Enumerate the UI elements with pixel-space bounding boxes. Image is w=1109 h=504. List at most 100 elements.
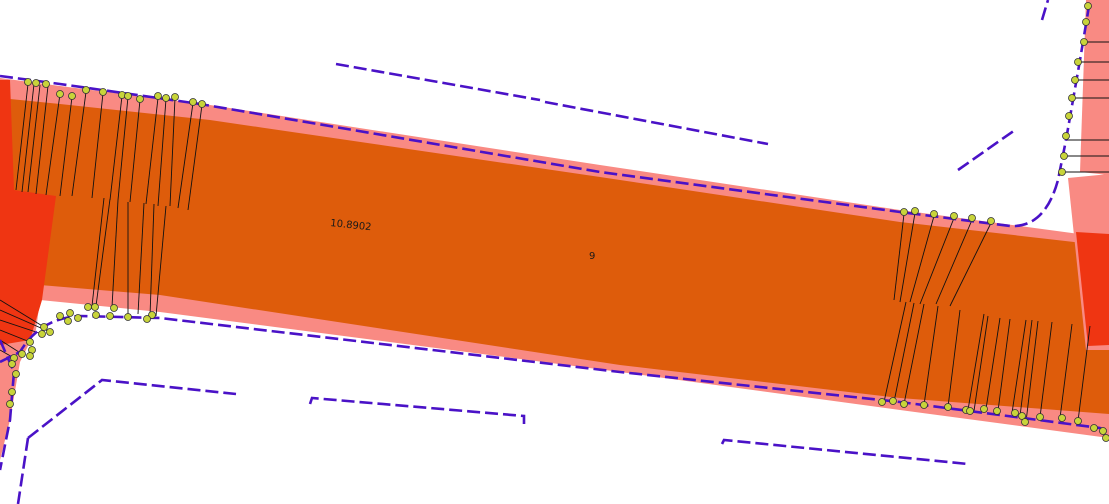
survey-point [1068, 94, 1076, 102]
survey-point [930, 210, 938, 218]
measurement-line [169, 97, 176, 207]
survey-point [91, 303, 99, 311]
kerb-segment-2 [544, 100, 769, 146]
survey-point [987, 217, 995, 225]
survey-point [38, 330, 46, 338]
measurement-line [919, 217, 955, 305]
survey-point [32, 79, 40, 87]
kerb-segment-3 [957, 128, 1016, 172]
survey-point [1074, 58, 1082, 66]
measurement-line [935, 219, 973, 305]
measurement-line [91, 92, 104, 199]
survey-point [92, 311, 100, 319]
survey-point [8, 360, 16, 368]
survey-point [1080, 38, 1088, 46]
survey-point [1074, 417, 1082, 425]
survey-point [26, 352, 34, 360]
measurement-line [177, 102, 194, 209]
measurement-line [0, 299, 45, 328]
measurement-line [0, 329, 31, 343]
measurement-line [59, 96, 73, 197]
survey-point [993, 407, 1001, 415]
survey-point [198, 100, 206, 108]
measurement-lines [0, 41, 1109, 423]
survey-point [6, 400, 14, 408]
survey-point [1060, 152, 1068, 160]
kerb-segment-6 [16, 437, 30, 504]
survey-point [1102, 434, 1109, 442]
survey-point [24, 78, 32, 86]
survey-point [968, 214, 976, 222]
measurement-line [149, 203, 155, 317]
survey-point [66, 309, 74, 317]
measurement-line [109, 95, 123, 201]
measurement-line [1077, 325, 1091, 422]
survey-point [1058, 168, 1066, 176]
kerb-line-north [0, 0, 1092, 228]
measurement-line [949, 222, 992, 307]
measurement-line [909, 215, 935, 303]
measurement-line [893, 302, 915, 403]
kerb-segment-5 [27, 378, 237, 440]
survey-point [889, 397, 897, 405]
kerb-segment-1 [335, 62, 541, 102]
measurement-line [21, 83, 35, 193]
measurement-line [1039, 321, 1053, 418]
measurement-line [947, 309, 961, 408]
kerb-segment-7 [308, 396, 526, 424]
measurement-line [187, 104, 203, 211]
survey-point [46, 328, 54, 336]
survey-point [148, 311, 156, 319]
survey-point [966, 407, 974, 415]
measurement-line [893, 213, 905, 301]
intersection-patch-left [0, 80, 56, 345]
measurement-line [129, 99, 141, 203]
survey-point [900, 208, 908, 216]
survey-point [1084, 2, 1092, 10]
survey-point [106, 312, 114, 320]
measurement-line [45, 93, 61, 196]
survey-point [1036, 413, 1044, 421]
measurement-line [1025, 320, 1039, 423]
survey-point [84, 303, 92, 311]
survey-point [171, 93, 179, 101]
measurement-line [35, 85, 49, 195]
measurement-line [1019, 319, 1033, 417]
measurement-line [923, 305, 939, 406]
survey-points [6, 2, 1109, 442]
measurement-line [985, 317, 1001, 410]
survey-point [154, 92, 162, 100]
measurement-line [95, 198, 111, 307]
measurement-line [71, 91, 87, 197]
survey-point [26, 338, 34, 346]
survey-point [1082, 18, 1090, 26]
survey-point [1099, 427, 1107, 435]
measurement-line [155, 205, 167, 317]
survey-point [40, 323, 48, 331]
measurement-line [1059, 323, 1073, 419]
survey-point [56, 312, 64, 320]
survey-point [900, 400, 908, 408]
survey-point [82, 86, 90, 94]
kerb-line-left-vertical [0, 339, 16, 471]
measurement-line [117, 96, 129, 201]
survey-point [1018, 412, 1026, 420]
survey-point [42, 80, 50, 88]
measurement-line [997, 318, 1011, 412]
intersection-patch-right-core [1076, 232, 1109, 346]
survey-point [56, 90, 64, 98]
survey-point [124, 92, 132, 100]
survey-point [1071, 76, 1079, 84]
measurement-line [899, 212, 916, 303]
survey-point [143, 315, 151, 323]
survey-point [64, 317, 72, 325]
measurement-line [27, 84, 41, 193]
road-width-label: 10.8902 [330, 218, 372, 233]
measurement-line [111, 199, 119, 308]
measurement-line [145, 97, 159, 205]
survey-point [980, 405, 988, 413]
survey-point [18, 350, 26, 358]
survey-point [74, 314, 82, 322]
survey-point [110, 304, 118, 312]
